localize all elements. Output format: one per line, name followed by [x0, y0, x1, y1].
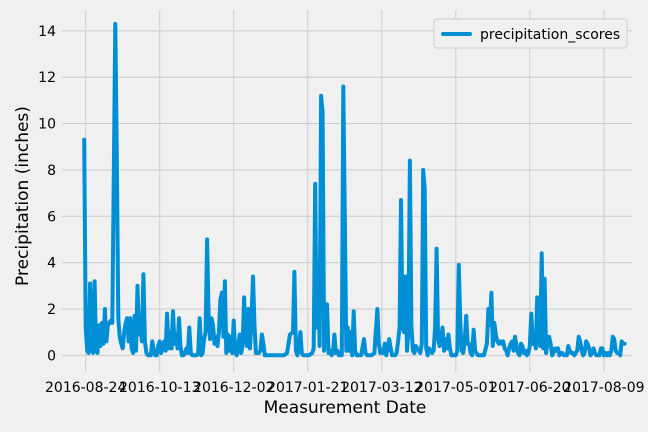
legend: precipitation_scores [433, 18, 628, 49]
y-tick-label: 14 [38, 24, 56, 40]
y-tick-label: 2 [47, 302, 56, 318]
x-tick-label: 2016-12-02 [193, 380, 274, 396]
precipitation-series-line [82, 21, 627, 358]
y-tick-label: 10 [38, 117, 56, 133]
y-axis-title: Precipitation (inches) [13, 106, 33, 286]
x-tick-label: 2017-05-01 [415, 380, 496, 396]
y-tick-label: 0 [47, 348, 56, 364]
y-tick-label: 4 [47, 256, 56, 272]
y-tick-label: 6 [47, 209, 56, 225]
x-tick-label: 2016-10-13 [119, 380, 200, 396]
x-tick-label: 2017-01-21 [267, 380, 348, 396]
y-tick-label: 8 [47, 163, 56, 179]
y-tick-label: 12 [38, 70, 56, 86]
x-axis-ticks: 2016-08-242016-10-132016-12-022017-01-21… [45, 380, 645, 396]
legend-box [433, 18, 628, 49]
legend-label: precipitation_scores [480, 27, 620, 43]
x-tick-label: 2017-06-20 [489, 380, 570, 396]
x-tick-label: 2017-08-09 [563, 380, 644, 396]
y-axis-ticks: 0 2 4 6 8 10 12 14 [38, 24, 56, 364]
x-tick-label: 2017-03-12 [341, 380, 422, 396]
x-axis-title: Measurement Date [264, 398, 427, 418]
x-tick-label: 2016-08-24 [45, 380, 126, 396]
